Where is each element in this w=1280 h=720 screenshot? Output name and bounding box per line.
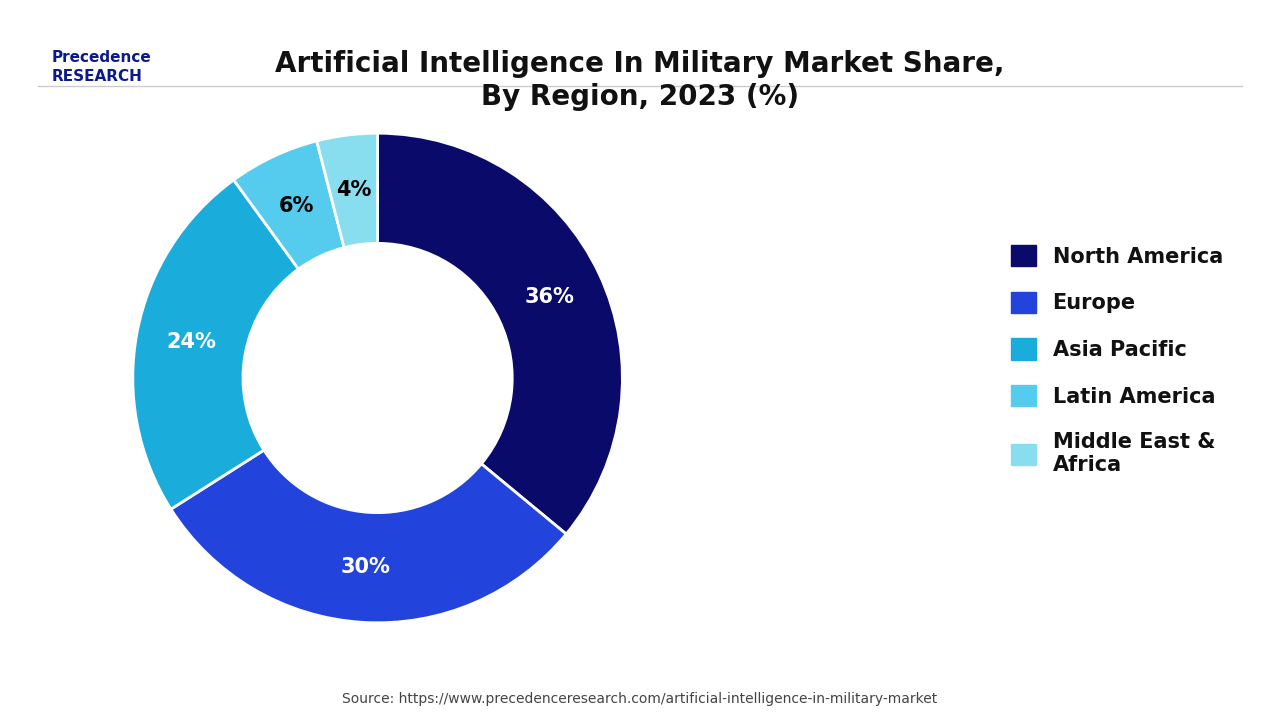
Text: 30%: 30% [340,557,390,577]
Text: Source: https://www.precedenceresearch.com/artificial-intelligence-in-military-m: Source: https://www.precedenceresearch.c… [342,692,938,706]
Text: Artificial Intelligence In Military Market Share,
By Region, 2023 (%): Artificial Intelligence In Military Mark… [275,50,1005,111]
Legend: North America, Europe, Asia Pacific, Latin America, Middle East &
Africa: North America, Europe, Asia Pacific, Lat… [1002,237,1231,483]
Wedge shape [172,450,566,623]
Wedge shape [316,133,378,248]
Text: 4%: 4% [337,180,371,199]
Text: 36%: 36% [525,287,575,307]
Wedge shape [234,141,344,269]
Wedge shape [378,133,622,534]
Text: 6%: 6% [279,197,315,216]
Text: 24%: 24% [166,333,216,353]
Text: Precedence
RESEARCH: Precedence RESEARCH [51,50,151,84]
Wedge shape [133,180,298,509]
Circle shape [243,243,512,513]
